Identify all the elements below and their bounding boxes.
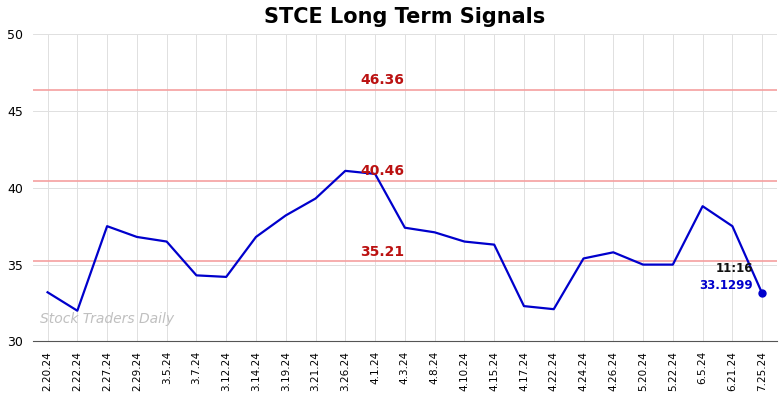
Text: 40.46: 40.46 bbox=[360, 164, 405, 178]
Text: 35.21: 35.21 bbox=[360, 245, 405, 259]
Text: 33.1299: 33.1299 bbox=[699, 279, 753, 292]
Text: Stock Traders Daily: Stock Traders Daily bbox=[40, 312, 174, 326]
Text: 11:16: 11:16 bbox=[716, 262, 753, 275]
Title: STCE Long Term Signals: STCE Long Term Signals bbox=[264, 7, 546, 27]
Text: 46.36: 46.36 bbox=[360, 73, 404, 87]
